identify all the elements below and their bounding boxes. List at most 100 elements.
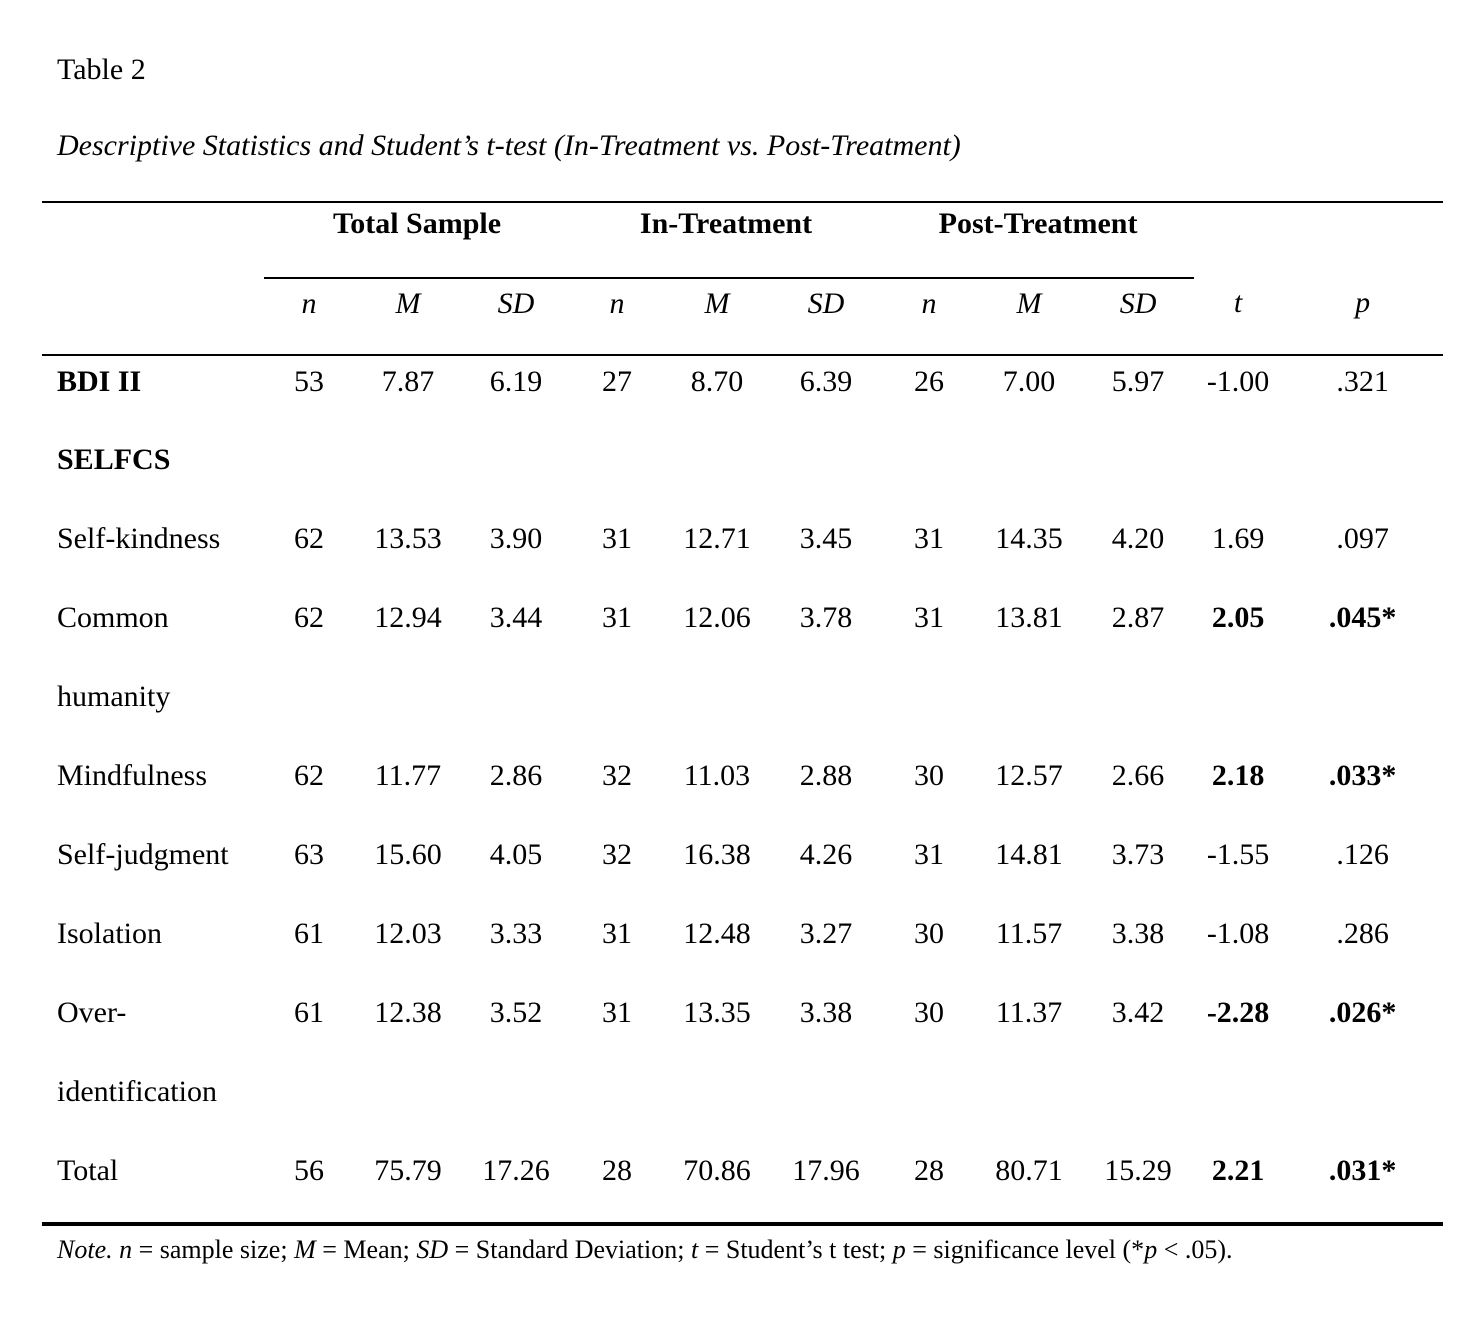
- row-label: BDI II: [57, 365, 142, 398]
- col-header-m1: M: [354, 278, 462, 356]
- row-label: Isolation: [57, 917, 162, 950]
- value-cell: [462, 671, 570, 750]
- row-label: Over-: [57, 996, 127, 1029]
- table-row: Self-judgment 63 15.60 4.05 32 16.38 4.26 31 14.…: [42, 829, 1443, 908]
- value-cell: 12.48: [683, 917, 751, 950]
- value-cell: 12.71: [683, 522, 751, 555]
- group-header-spacer-p: [1282, 202, 1443, 278]
- value-cell: 2.86: [489, 759, 543, 792]
- row-label: Total: [57, 1154, 119, 1187]
- stats-table: Total Sample In-Treatment Post-Treatment…: [42, 201, 1444, 1226]
- table-row-continuation: humanity: [42, 671, 1443, 750]
- note-segment: p: [1144, 1235, 1158, 1264]
- note-segment: t: [690, 1235, 699, 1264]
- value-cell: 15.60: [374, 838, 442, 871]
- value-cell: 11.57: [995, 917, 1063, 950]
- col-header-n1: n: [264, 278, 354, 356]
- value-cell: 62: [294, 759, 324, 792]
- row-label: Mindfulness: [57, 759, 207, 792]
- value-cell: [882, 434, 976, 513]
- value-cell: 31: [602, 601, 632, 634]
- value-cell: 11.77: [374, 759, 442, 792]
- value-cell: [1194, 434, 1282, 513]
- group-header-in-treatment: In-Treatment: [570, 202, 883, 279]
- value-cell: 4.05: [489, 838, 543, 871]
- col-header-sd1: SD: [462, 278, 570, 356]
- value-cell: [770, 671, 882, 750]
- table-row: Isolation 61 12.03 3.33 31 12.48 3.27 30 11.57 3.…: [42, 908, 1443, 987]
- col-header-n2: n: [570, 278, 664, 356]
- value-cell: 28: [602, 1154, 632, 1187]
- value-cell: 3.27: [799, 917, 853, 950]
- value-cell: 2.21: [1211, 1154, 1265, 1187]
- value-cell: 17.26: [482, 1154, 550, 1187]
- value-cell: -1.00: [1206, 365, 1270, 398]
- value-cell: 7.87: [381, 365, 435, 398]
- value-cell: 12.03: [374, 917, 442, 950]
- value-cell: 2.18: [1211, 759, 1265, 792]
- value-cell: [1082, 1066, 1194, 1145]
- value-cell: [1082, 671, 1194, 750]
- table-row: Self-kindness 62 13.53 3.90 31 12.71 3.45 31 14.…: [42, 513, 1443, 592]
- value-cell: 2.05: [1211, 601, 1265, 634]
- value-cell: 6.19: [489, 365, 543, 398]
- value-cell: [976, 434, 1082, 513]
- col-header-sd3: SD: [1082, 278, 1195, 356]
- value-cell: 70.86: [683, 1154, 751, 1187]
- value-cell: 11.37: [995, 996, 1063, 1029]
- value-cell: .045*: [1328, 601, 1397, 634]
- value-cell: 11.03: [683, 759, 751, 792]
- note-segment: SD: [416, 1235, 449, 1264]
- value-cell: 31: [914, 601, 945, 634]
- table-body: BDI II 53 7.87 6.19 27 8.70 6.39 26 7.00 5.97 -1.0…: [42, 355, 1443, 1224]
- value-cell: 28: [914, 1154, 945, 1187]
- row-label: SELFCS: [57, 443, 171, 476]
- note-segment: = significance level (*: [905, 1235, 1145, 1264]
- group-header-row: Total Sample In-Treatment Post-Treatment: [42, 202, 1443, 279]
- value-cell: 3.44: [489, 601, 543, 634]
- value-cell: [264, 434, 354, 513]
- value-cell: [462, 434, 570, 513]
- value-cell: [882, 671, 976, 750]
- note-segment: Note.: [57, 1235, 113, 1264]
- value-cell: [882, 1066, 976, 1145]
- value-cell: 26: [914, 365, 945, 398]
- value-cell: 63: [294, 838, 324, 871]
- note-segment: < .05).: [1157, 1235, 1233, 1264]
- note-segment: = Mean;: [315, 1235, 417, 1264]
- row-label: Common: [57, 601, 169, 634]
- value-cell: [570, 1066, 664, 1145]
- row-label: identification: [57, 1075, 217, 1108]
- value-cell: 5.97: [1111, 365, 1165, 398]
- value-cell: 53: [294, 365, 324, 398]
- table-row-continuation: identification: [42, 1066, 1443, 1145]
- value-cell: 27: [602, 365, 632, 398]
- value-cell: 6.39: [799, 365, 853, 398]
- value-cell: 30: [914, 759, 945, 792]
- value-cell: 12.94: [374, 601, 442, 634]
- note-segment: = Standard Deviation;: [448, 1235, 691, 1264]
- value-cell: 7.00: [1002, 365, 1056, 398]
- value-cell: [976, 1066, 1082, 1145]
- col-header-t: t: [1194, 278, 1283, 356]
- table-row: Total 56 75.79 17.26 28 70.86 17.96 28 80.71 15.2…: [42, 1145, 1443, 1224]
- value-cell: [1282, 434, 1443, 513]
- value-cell: [570, 434, 664, 513]
- table-row: Over- 61 12.38 3.52 31 13.35 3.38 30 11.37 3.42 -2…: [42, 987, 1443, 1066]
- col-header-n3: n: [882, 278, 977, 356]
- value-cell: 61: [294, 917, 324, 950]
- value-cell: 15.29: [1104, 1154, 1172, 1187]
- value-cell: 32: [602, 838, 632, 871]
- value-cell: [1194, 1066, 1282, 1145]
- col-header-m2: M: [664, 278, 770, 356]
- value-cell: 61: [294, 996, 324, 1029]
- value-cell: 3.33: [489, 917, 543, 950]
- value-cell: -2.28: [1206, 996, 1270, 1029]
- value-cell: [770, 1066, 882, 1145]
- value-cell: 13.81: [995, 601, 1063, 634]
- table-row: BDI II 53 7.87 6.19 27 8.70 6.39 26 7.00 5.97 -1.0…: [42, 355, 1443, 434]
- value-cell: 75.79: [374, 1154, 442, 1187]
- value-cell: .126: [1336, 838, 1389, 871]
- table-row: Common 62 12.94 3.44 31 12.06 3.78 31 13.81 2.87 2…: [42, 592, 1443, 671]
- note-segment: p: [892, 1235, 906, 1264]
